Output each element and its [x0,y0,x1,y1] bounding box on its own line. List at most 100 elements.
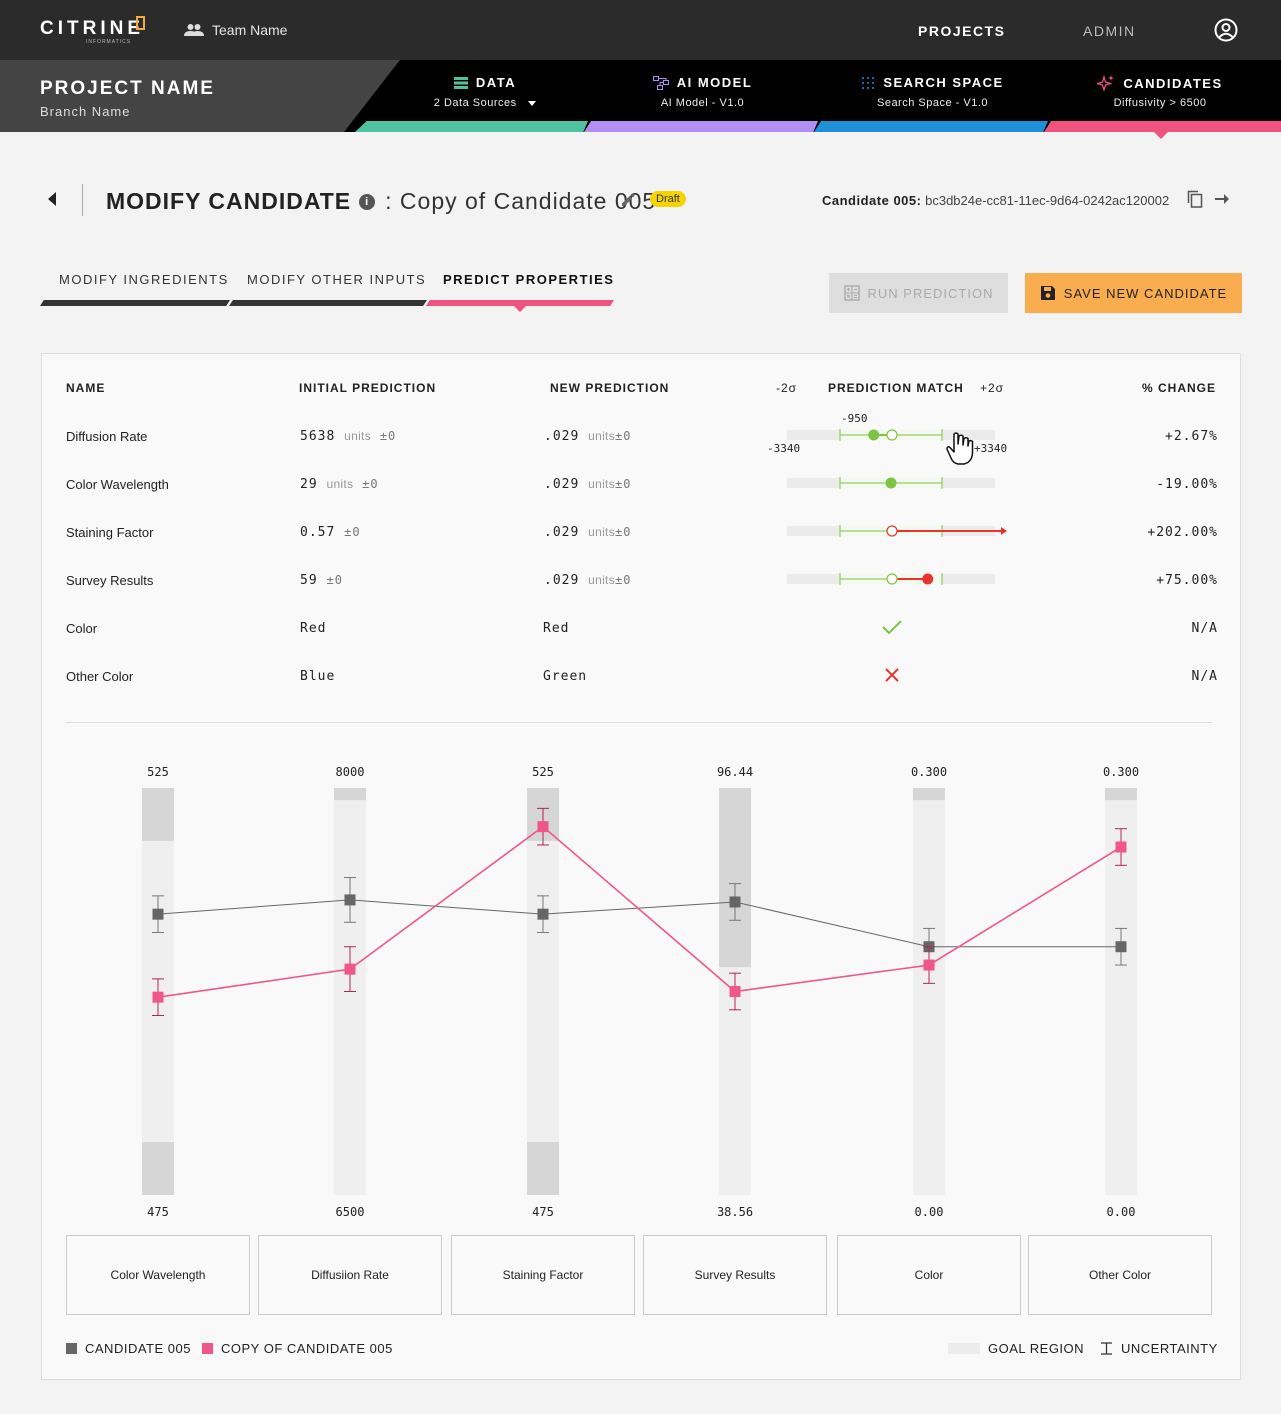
tab-predict-properties[interactable]: PREDICT PROPERTIES [443,272,615,287]
tab-modify-ingredients[interactable]: MODIFY INGREDIENTS [59,272,229,287]
calculator-icon [843,285,860,301]
legend-swatch [948,1343,980,1354]
new-unit: units [588,429,615,443]
active-tab-caret [514,306,526,312]
row-initial: 0.57 ±0 [300,525,361,540]
initial-value: 5638 [300,429,336,444]
initial-value: Blue [300,669,336,684]
candidate-name: : Copy of Candidate 005 [385,188,657,214]
header-name: NAME [66,381,106,395]
stage-data[interactable]: DATA 2 Data Sources [400,60,570,132]
row-initial: 5638 units ±0 [300,429,396,444]
new-uncertainty: ±0 [615,573,632,587]
legend-label: UNCERTAINTY [1121,1341,1218,1356]
legend-swatch [66,1343,77,1354]
new-value: .029 [544,429,580,444]
page-title-main: MODIFY CANDIDATE [106,188,352,214]
category-box[interactable]: Other Color [1028,1235,1212,1315]
row-initial: Blue [300,669,335,684]
grid-icon [862,76,875,89]
chevron-down-icon[interactable] [528,100,537,106]
initial-uncertainty: ±0 [362,477,379,491]
team-name: Team Name [212,22,288,38]
row-name: Staining Factor [66,525,154,540]
row-new: .029 units±0 [544,477,631,492]
header-match: PREDICTION MATCH [828,381,964,395]
new-value: .029 [544,525,580,540]
category-box[interactable]: Survey Results [643,1235,827,1315]
new-value: .029 [544,573,580,588]
stage-ai-model[interactable]: AI MODEL AI Model - V1.0 [620,60,785,132]
row-name: Color [66,621,98,636]
run-prediction-button[interactable]: RUN PREDICTION [829,273,1008,313]
row-initial: Red [300,621,326,636]
header-new: NEW PREDICTION [550,381,670,395]
candidate-id-value: bc3db24e-cc81-11ec-9d64-0242ac120002 [925,193,1170,208]
row-name: Color Wavelength [66,477,169,492]
new-uncertainty: ±0 [615,477,632,491]
initial-value: 29 [300,477,318,492]
row-new: .029 units±0 [544,573,631,588]
new-unit: units [588,477,615,491]
nav-admin[interactable]: ADMIN [1083,23,1136,39]
row-change: +202.00% [1147,525,1218,540]
row-new: Green [543,669,587,684]
category-box[interactable]: Diffusiion Rate [258,1235,442,1315]
row-name: Diffusion Rate [66,429,148,444]
header-minus-sigma: -2σ [776,381,798,395]
legend-label: GOAL REGION [988,1341,1085,1356]
branch-name[interactable]: Branch Name [40,104,131,119]
nav-projects[interactable]: PROJECTS [918,23,1006,39]
info-icon[interactable]: i [359,193,376,210]
copy-icon[interactable] [1187,190,1203,208]
active-stage-caret [1154,132,1168,139]
arrow-right-icon[interactable] [1215,192,1229,206]
initial-value: Red [300,621,327,636]
stage-stripe-model [584,121,818,132]
edit-icon[interactable] [620,192,636,208]
team-selector[interactable]: Team Name [184,22,287,38]
category-box[interactable]: Color Wavelength [66,1235,250,1315]
row-new: .029 units±0 [544,429,631,444]
stage-search-space[interactable]: SEARCH SPACE Search Space - V1.0 [850,60,1015,132]
tab-modify-other-inputs[interactable]: MODIFY OTHER INPUTS [247,272,427,287]
data-icon [453,76,468,89]
team-icon [184,24,204,36]
category-box[interactable]: Color [837,1235,1021,1315]
stage-title: DATA [475,75,517,90]
header-plus-sigma: +2σ [980,381,1005,395]
stage-candidates[interactable]: CANDIDATES Diffusivity > 6500 [1085,60,1235,132]
top-bar: CITRINE INFORMATICS Team Name PROJECTS A… [0,0,1281,60]
legend-copy: COPY OF CANDIDATE 005 [202,1341,393,1356]
user-icon[interactable] [1214,18,1238,42]
uncertainty-icon [1101,1342,1112,1355]
save-icon [1040,286,1055,300]
initial-unit: units [344,429,371,443]
stage-subtitle: AI Model - V1.0 [660,97,745,109]
row-new: Red [543,621,569,636]
tab-underline [40,300,230,306]
hand-cursor-icon [946,432,974,465]
initial-value: 59 [300,573,318,588]
legend-uncertainty: UNCERTAINTY [1100,1341,1218,1356]
stage-title: AI MODEL [676,75,753,90]
stage-stripe-candidates [1044,121,1281,132]
project-header: PROJECT NAME Branch Name [0,60,400,132]
new-value: Green [543,669,588,684]
save-new-candidate-button[interactable]: SAVE NEW CANDIDATE [1025,273,1242,313]
header-initial: INITIAL PREDICTION [299,381,437,395]
stage-stripe-data [355,121,588,132]
new-unit: units [588,573,615,587]
sparkle-icon [1097,75,1115,91]
stage-title: CANDIDATES [1123,75,1223,91]
citrine-logo[interactable]: CITRINE [40,18,144,39]
category-box[interactable]: Staining Factor [451,1235,635,1315]
model-icon [652,75,669,90]
row-new: .029 units±0 [544,525,631,540]
row-name: Survey Results [66,573,154,588]
prediction-panel [41,353,1241,1380]
stage-subtitle: Diffusivity > 6500 [1113,97,1207,109]
header-change: % CHANGE [1141,381,1216,395]
back-icon[interactable] [48,192,56,206]
stage-title: SEARCH SPACE [883,75,1004,90]
